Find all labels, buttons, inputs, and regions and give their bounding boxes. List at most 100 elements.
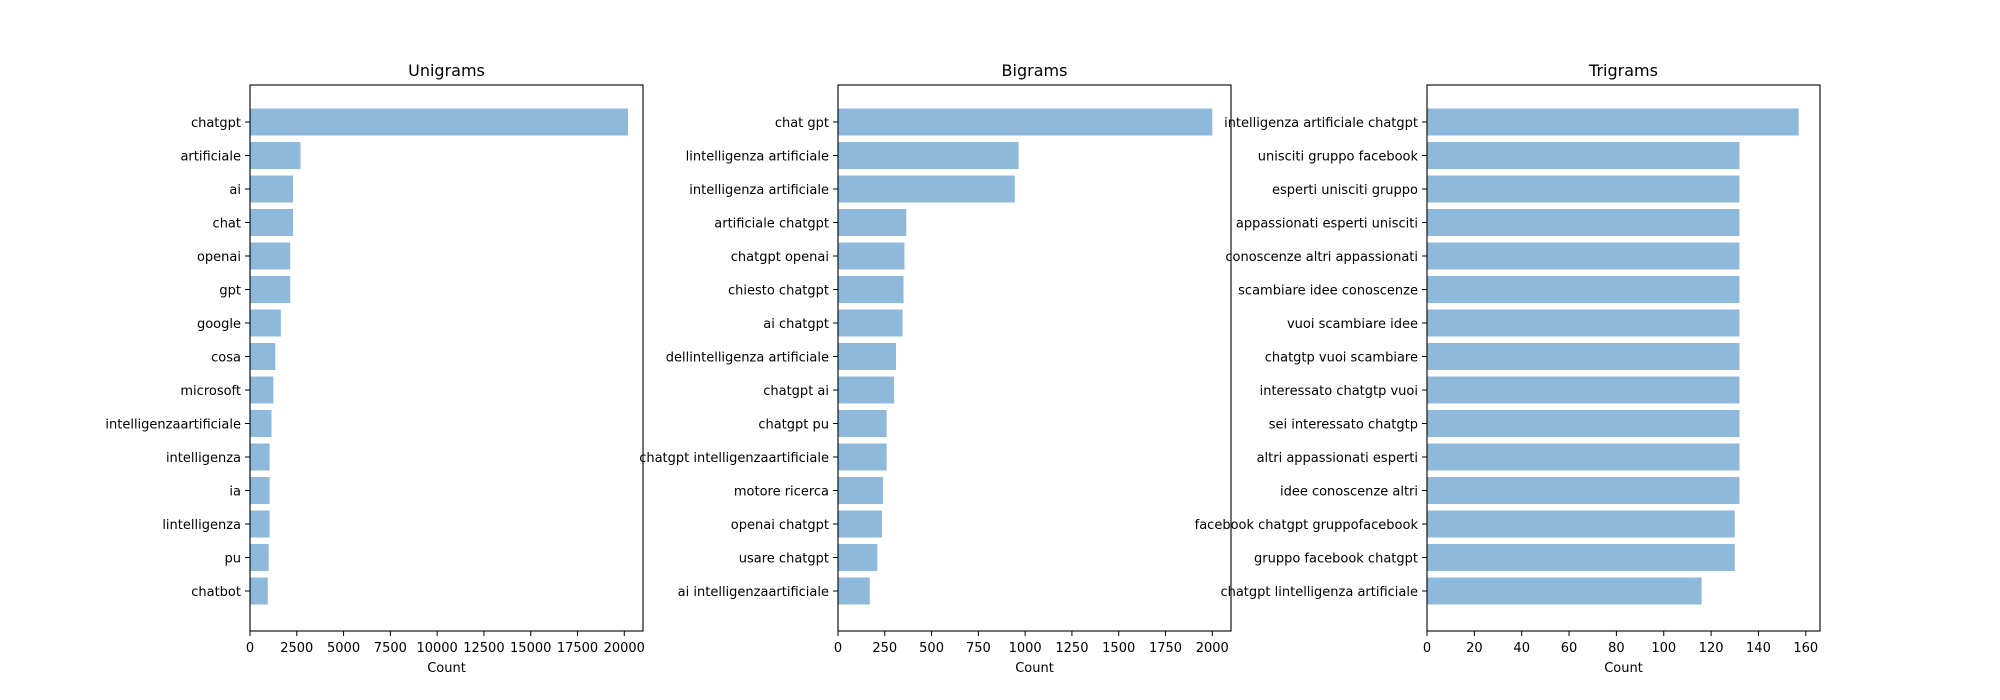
x-tick-label: 5000 xyxy=(327,641,360,656)
bar-usare-chatgpt xyxy=(838,544,878,571)
y-tick-label: usare chatgpt xyxy=(739,552,829,567)
y-tick-label: chatgpt xyxy=(191,116,241,131)
bar-chat-gpt xyxy=(838,108,1213,136)
bar-altri-appassionati-esperti xyxy=(1427,443,1740,471)
y-tick-label: chatgpt openai xyxy=(731,250,829,265)
x-axis-label: Count xyxy=(1015,661,1054,676)
y-tick-label: pu xyxy=(225,552,242,567)
x-tick-label: 80 xyxy=(1608,641,1625,656)
y-tick-label: appassionati esperti unisciti xyxy=(1236,217,1418,232)
bar-chat xyxy=(250,209,294,236)
bar-google xyxy=(250,309,281,337)
x-tick-label: 7500 xyxy=(374,641,407,656)
y-tick-label: idee conoscenze altri xyxy=(1280,485,1418,500)
bar-chatgpt-openai xyxy=(838,242,905,270)
x-tick-label: 20000 xyxy=(604,641,645,656)
chart-title: Trigrams xyxy=(1588,61,1658,80)
y-tick-label: vuoi scambiare idee xyxy=(1287,317,1418,332)
y-tick-label: intelligenza artificiale xyxy=(689,183,829,198)
bar-esperti-unisciti-gruppo xyxy=(1427,175,1740,203)
y-tick-label: openai xyxy=(197,250,241,265)
x-tick-label: 120 xyxy=(1699,641,1724,656)
chart-panel-trigrams: intelligenza artificiale chatgpt unisciti… xyxy=(1195,61,1821,676)
bar-intelligenza-artificiale-chatgpt xyxy=(1427,108,1799,136)
x-tick-label: 10000 xyxy=(416,641,457,656)
bar-lintelligenza xyxy=(250,510,270,538)
bar-idee-conoscenze-altri xyxy=(1427,477,1740,504)
y-tick-label: chat xyxy=(213,217,241,232)
y-tick-label: intelligenza xyxy=(166,451,241,466)
x-tick-label: 60 xyxy=(1561,641,1578,656)
y-tick-label: facebook chatgpt gruppofacebook xyxy=(1195,518,1419,533)
x-tick-label: 0 xyxy=(246,641,254,656)
bar-facebook-chatgpt-gruppofacebook xyxy=(1427,510,1735,538)
y-tick-label: chatgpt lintelligenza artificiale xyxy=(1220,585,1418,600)
bar-scambiare-idee-conoscenze xyxy=(1427,276,1740,303)
bar-artificiale xyxy=(250,142,301,169)
y-tick-label: artificiale xyxy=(180,150,241,165)
x-tick-label: 1000 xyxy=(1009,641,1042,656)
bar-artificiale-chatgpt xyxy=(838,209,907,236)
bar-ia xyxy=(250,477,270,504)
y-tick-label: cosa xyxy=(211,351,241,366)
x-tick-label: 0 xyxy=(834,641,842,656)
x-tick-label: 250 xyxy=(872,641,897,656)
y-tick-label: esperti unisciti gruppo xyxy=(1272,183,1418,198)
y-tick-label: ai chatgpt xyxy=(763,317,829,332)
axes-frame xyxy=(1426,84,1821,632)
bar-motore-ricerca xyxy=(838,477,883,504)
bar-chiesto-chatgpt xyxy=(838,276,904,303)
x-tick-label: 160 xyxy=(1793,641,1818,656)
bar-chatbot xyxy=(250,577,268,605)
y-tick-label: chatbot xyxy=(191,585,241,600)
x-tick-label: 2000 xyxy=(1196,641,1229,656)
y-tick-label: interessato chatgtp vuoi xyxy=(1260,384,1418,399)
y-tick-label: chatgpt pu xyxy=(758,418,829,433)
y-tick-label: lintelligenza xyxy=(162,518,241,533)
bar-intelligenza xyxy=(250,443,270,471)
bar-intelligenzaartificiale xyxy=(250,410,272,437)
bar-lintelligenza-artificiale xyxy=(838,142,1019,169)
x-tick-label: 100 xyxy=(1651,641,1676,656)
y-tick-label: gruppo facebook chatgpt xyxy=(1254,552,1418,567)
y-tick-label: ai intelligenzaartificiale xyxy=(678,585,829,600)
y-tick-label: chatgpt ai xyxy=(763,384,829,399)
y-tick-label: dellintelligenza artificiale xyxy=(666,351,829,366)
x-axis-label: Count xyxy=(1604,661,1643,676)
chart-title: Bigrams xyxy=(1002,61,1068,80)
y-tick-label: chat gpt xyxy=(775,116,829,131)
y-tick-label: chiesto chatgpt xyxy=(728,284,829,299)
y-tick-label: motore ricerca xyxy=(734,485,829,500)
x-tick-label: 140 xyxy=(1746,641,1771,656)
bar-conoscenze-altri-appassionati xyxy=(1427,242,1740,270)
y-tick-label: artificiale chatgpt xyxy=(714,217,829,232)
x-tick-label: 15000 xyxy=(510,641,551,656)
bar-chatgtp-vuoi-scambiare xyxy=(1427,343,1740,370)
y-tick-label: altri appassionati esperti xyxy=(1257,451,1418,466)
x-tick-label: 12500 xyxy=(463,641,504,656)
axes-frame xyxy=(249,84,644,632)
x-tick-label: 0 xyxy=(1423,641,1431,656)
bar-gruppo-facebook-chatgpt xyxy=(1427,544,1735,571)
y-tick-label: chatgtp vuoi scambiare xyxy=(1265,351,1418,366)
chart-panel-unigrams: chatgpt artificiale ai chat openai gpt google c… xyxy=(105,61,645,676)
bar-chatgpt-lintelligenza-artificiale xyxy=(1427,577,1702,605)
bar-ai-chatgpt xyxy=(838,309,903,337)
x-tick-label: 20 xyxy=(1466,641,1483,656)
y-tick-label: intelligenzaartificiale xyxy=(105,418,241,433)
y-tick-label: chatgpt intelligenzaartificiale xyxy=(639,451,829,466)
x-tick-label: 1250 xyxy=(1055,641,1088,656)
bar-gpt xyxy=(250,276,291,303)
bar-chatgpt-pu xyxy=(838,410,887,437)
bar-chatgpt-ai xyxy=(838,376,895,404)
bar-chatgpt-intelligenzaartificiale xyxy=(838,443,887,471)
axes-frame xyxy=(837,84,1232,632)
bar-ai xyxy=(250,175,294,203)
y-tick-label: scambiare idee conoscenze xyxy=(1238,284,1418,299)
y-tick-label: lintelligenza artificiale xyxy=(686,150,829,165)
y-tick-label: gpt xyxy=(219,284,241,299)
bar-chatgpt xyxy=(250,108,629,136)
chart-panel-bigrams: chat gpt lintelligenza artificiale intelli… xyxy=(639,61,1232,676)
bar-ai-intelligenzaartificiale xyxy=(838,577,870,605)
